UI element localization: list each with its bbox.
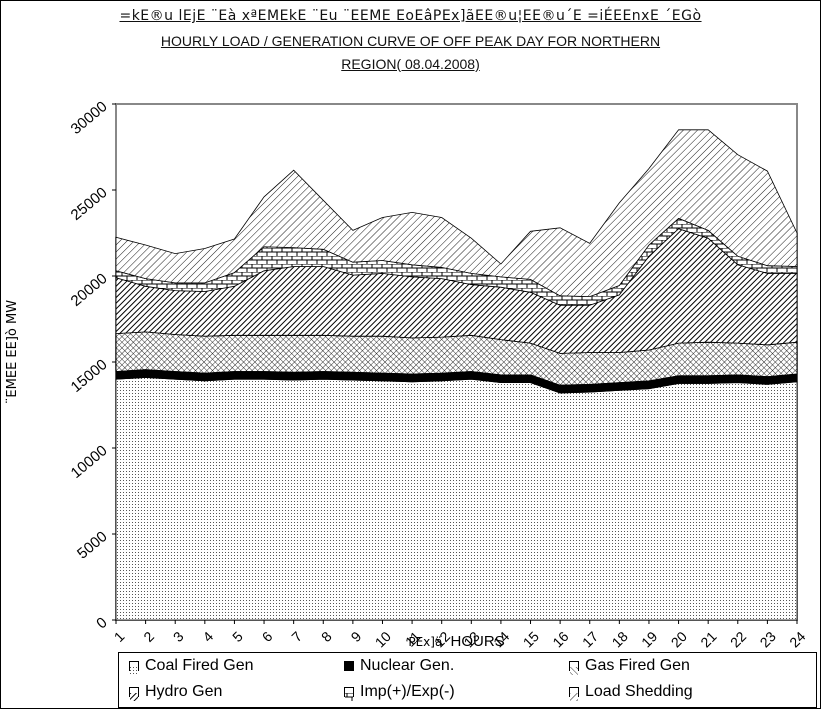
area-series-shed [115,129,798,298]
x-tick-label: 22 [727,628,749,650]
legend-label-gas: Gas Fired Gen [585,657,690,674]
legend-swatch-gas [569,661,579,675]
legend-label-coal: Coal Fired Gen [145,657,254,674]
legend-swatch-hydro [129,687,139,701]
x-axis-title-hindi: PEx]ä [408,635,442,649]
legend-swatch-fill-gas [570,667,578,675]
x-tick-label: 1 [111,628,128,645]
legend-item-imp: Imp(+)/Exp(-) [344,683,455,701]
x-tick-label: 16 [549,628,571,650]
legend-swatch-fill-shed [570,693,578,701]
x-tick-label: 3 [170,628,187,645]
x-tick-label: 24 [786,628,808,650]
y-tick-label: 10000 [68,442,111,482]
legend-item-coal: Coal Fired Gen [129,657,254,675]
legend-item-gas: Gas Fired Gen [569,657,690,675]
x-tick-label: 19 [638,628,660,650]
x-tick-label: 20 [668,628,690,650]
y-tick-label: 25000 [68,184,111,224]
legend-label-shed: Load Shedding [585,683,693,700]
x-axis-title-en: HOURS [450,633,504,650]
legend-swatch-fill-hydro [130,693,138,701]
legend-item-nuclear: Nuclear Gen. [344,657,454,675]
legend-swatch-coal [129,661,139,675]
x-tick-label: 17 [579,628,601,650]
x-tick-label: 18 [608,628,630,650]
legend-item-shed: Load Shedding [569,683,693,701]
x-tick-label: 8 [318,628,335,645]
legend-swatch-nuclear [344,661,354,671]
y-axis-title: ¨EMEE EE]ò MW [5,300,20,404]
chart-title-hindi: =kE®u lEjE ¨Eà xªEMEkE ¨Eu ¨EEME EoEâPEx… [119,8,702,24]
x-tick-label: 15 [520,628,542,650]
x-tick-label: 7 [288,628,305,645]
x-tick-label: 4 [199,628,216,645]
x-tick-label: 5 [229,628,246,645]
legend-item-hydro: Hydro Gen [129,683,222,701]
x-tick-label: 23 [757,628,779,650]
y-tick-label: 30000 [68,98,111,138]
legend-swatch-imp [344,687,354,701]
y-tick-label: 5000 [74,528,110,562]
x-axis-title: PEx]ä HOURS [408,633,504,650]
area-series-coal [115,377,798,621]
x-tick-label: 10 [372,628,394,650]
legend-label-nuclear: Nuclear Gen. [360,657,455,674]
chart-title-line1: HOURLY LOAD / GENERATION CURVE OF OFF PE… [160,33,661,49]
x-tick-label: 21 [697,628,719,650]
y-tick-label: 20000 [68,270,111,310]
x-tick-label: 2 [140,628,157,645]
chart-title-line2: REGION( 08.04.2008) [341,56,480,72]
x-tick-label: 6 [259,628,276,645]
legend-swatch-fill-coal [130,667,138,675]
legend-swatch-fill-imp [345,693,353,701]
x-tick-label: 9 [348,628,365,645]
legend-swatch-shed [569,687,579,701]
legend-label-imp: Imp(+)/Exp(-) [360,683,455,700]
chart-legend: Coal Fired Gen Nuclear Gen. Gas Fired Ge… [118,652,817,708]
y-tick-label: 15000 [68,356,111,396]
legend-label-hydro: Hydro Gen [145,683,223,700]
y-tick-label: 0 [93,614,110,632]
